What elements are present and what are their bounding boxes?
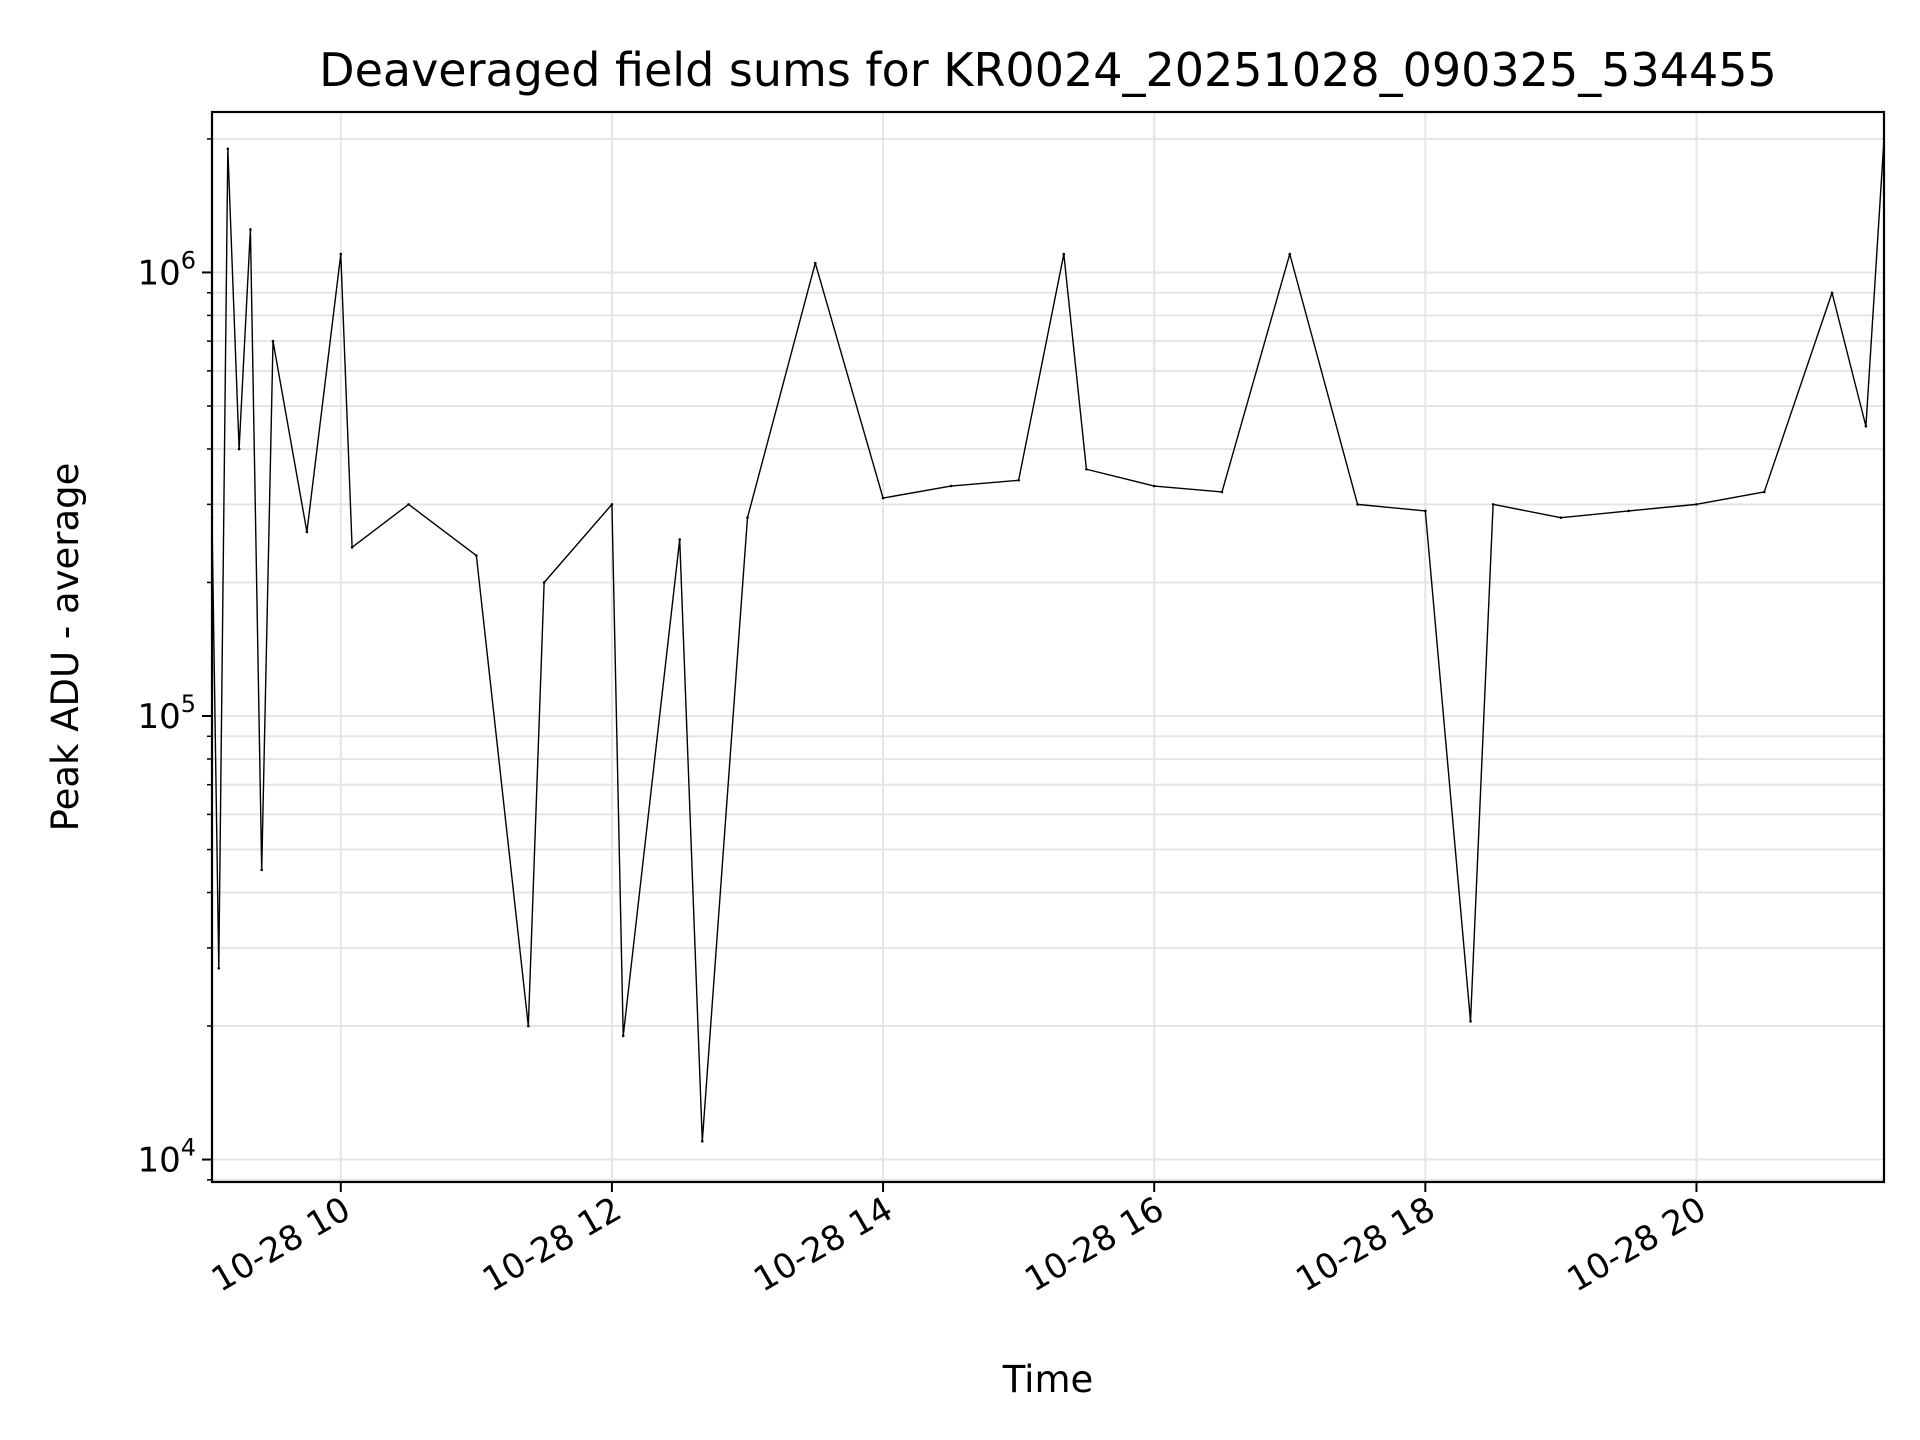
series-point <box>217 966 221 970</box>
series-point <box>305 530 309 534</box>
series-point <box>949 484 953 488</box>
series-point <box>1220 490 1224 494</box>
series-point <box>1424 509 1427 513</box>
series-point <box>610 503 614 506</box>
series-point <box>271 339 275 343</box>
series-point <box>350 546 354 549</box>
y-axis-label: Peak ADU - average <box>44 463 87 832</box>
series-point <box>1695 503 1698 506</box>
y-tick-label-exponent: 4 <box>181 1134 196 1162</box>
y-tick-label-base: 10 <box>137 253 180 293</box>
series-point <box>1491 503 1495 506</box>
series-point <box>1864 424 1868 428</box>
series-point <box>475 554 478 557</box>
grid-lines <box>212 112 1884 1182</box>
series-point <box>339 252 343 256</box>
y-tick-label: 104 <box>137 1134 196 1181</box>
series-point <box>249 228 252 231</box>
series-layer <box>212 137 1884 1143</box>
y-tick-label: 105 <box>137 690 196 737</box>
x-axis-label: Time <box>1002 1358 1094 1401</box>
series-point <box>226 147 230 151</box>
series-point <box>1062 252 1066 256</box>
series-point <box>1627 509 1630 513</box>
series-point <box>813 261 817 265</box>
chart-title: Deaveraged field sums for KR0024_2025102… <box>319 43 1777 97</box>
series-point <box>237 447 241 451</box>
series-point <box>1152 484 1156 488</box>
y-tick-label-base: 10 <box>137 697 180 737</box>
series-point <box>260 868 264 872</box>
series-point <box>1017 478 1020 482</box>
y-tick-label-exponent: 5 <box>181 690 196 718</box>
series-point <box>746 516 749 519</box>
plot-frame <box>210 110 1886 1184</box>
series-point <box>678 538 682 541</box>
series-point <box>407 503 410 506</box>
series-point <box>1469 1019 1472 1023</box>
series-point <box>701 1139 704 1143</box>
series-point <box>1085 467 1088 471</box>
y-tick-label-exponent: 6 <box>181 246 196 274</box>
series-point <box>542 581 546 584</box>
y-tick-label: 106 <box>137 246 196 293</box>
series-point <box>1356 503 1359 506</box>
series-point <box>1559 516 1563 519</box>
series-point <box>1830 291 1834 295</box>
series-point <box>1762 490 1766 494</box>
plot-area <box>212 137 1884 1143</box>
series-point <box>881 496 885 500</box>
series-point <box>527 1024 530 1028</box>
y-tick-label-base: 10 <box>137 1141 180 1181</box>
series-point <box>1288 252 1292 256</box>
series-point <box>621 1034 625 1038</box>
